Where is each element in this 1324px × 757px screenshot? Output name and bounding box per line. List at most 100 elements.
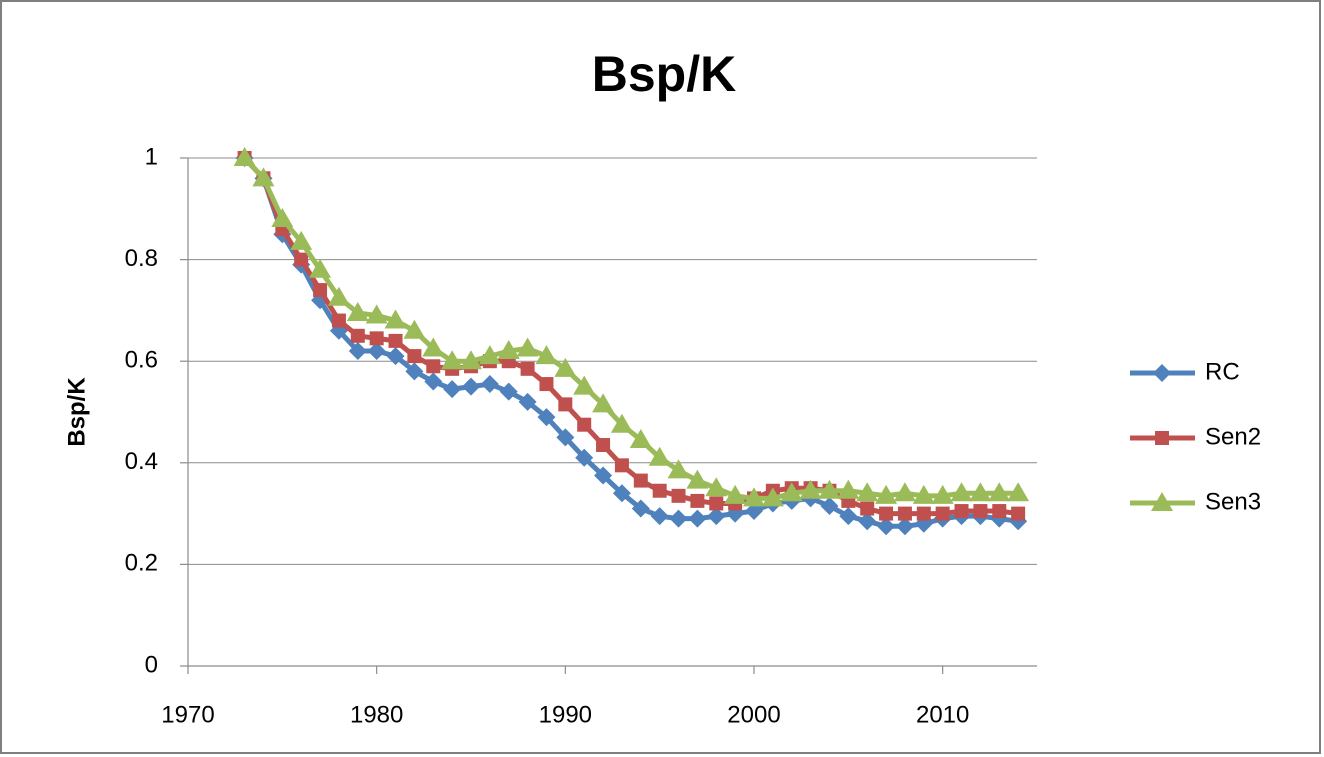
data-point <box>327 286 350 306</box>
x-tick-label: 2000 <box>727 701 780 728</box>
data-point <box>973 504 988 519</box>
data-point <box>633 473 648 488</box>
data-point <box>707 507 726 526</box>
data-point <box>478 345 501 365</box>
x-tick-label: 2010 <box>916 701 969 728</box>
data-point <box>877 517 896 536</box>
legend-label: Sen3 <box>1205 488 1261 515</box>
data-point <box>893 482 916 502</box>
y-tick-label: 0 <box>145 651 158 678</box>
data-point <box>348 342 367 361</box>
data-point <box>935 506 950 521</box>
data-point <box>950 482 973 502</box>
data-point <box>309 258 332 278</box>
y-tick-label: 1 <box>145 143 158 170</box>
data-point <box>497 340 520 360</box>
y-axis-label: Bsp/K <box>63 377 90 447</box>
data-point <box>422 337 445 357</box>
data-point <box>537 408 556 427</box>
data-point <box>462 377 480 396</box>
data-point <box>818 479 841 499</box>
data-point <box>761 487 784 507</box>
data-point <box>290 230 313 250</box>
data-point <box>350 328 365 343</box>
data-point <box>365 304 388 324</box>
data-point <box>386 347 405 366</box>
data-point <box>441 350 464 370</box>
data-point <box>612 484 631 503</box>
data-point <box>799 479 822 499</box>
data-point <box>367 342 386 361</box>
data-point <box>667 459 690 479</box>
data-point <box>931 484 954 504</box>
data-point <box>518 392 537 411</box>
data-point <box>443 380 462 399</box>
data-point <box>837 479 860 499</box>
data-point <box>879 506 894 521</box>
data-point <box>426 359 441 374</box>
data-point <box>743 487 765 507</box>
data-point <box>460 350 482 370</box>
data-point <box>709 496 724 511</box>
data-point <box>858 512 877 531</box>
data-point <box>539 377 554 392</box>
data-point <box>516 337 539 357</box>
data-point <box>610 413 633 433</box>
data-point <box>839 507 858 526</box>
data-point <box>233 147 256 166</box>
x-tick-label: 1980 <box>350 701 403 728</box>
data-point <box>988 482 1011 502</box>
data-point <box>969 482 992 502</box>
data-point <box>556 428 575 447</box>
data-point <box>1011 506 1026 521</box>
data-point <box>856 482 879 502</box>
data-point <box>614 458 629 473</box>
data-point <box>648 446 671 466</box>
data-point <box>575 448 594 467</box>
legend-label: RC <box>1205 358 1240 385</box>
data-point <box>294 252 309 267</box>
x-tick-label: 1990 <box>539 701 592 728</box>
data-point <box>686 469 709 489</box>
data-point <box>554 357 577 377</box>
data-point <box>688 509 707 528</box>
data-point <box>388 333 403 348</box>
data-point <box>650 507 669 526</box>
data-point <box>480 375 499 394</box>
data-point <box>520 361 535 376</box>
chart-title: Bsp/K <box>592 46 736 102</box>
data-point <box>912 484 935 504</box>
data-point <box>384 309 407 329</box>
data-point <box>897 506 912 521</box>
data-point <box>596 438 611 453</box>
data-point <box>558 397 573 412</box>
data-point <box>860 501 875 516</box>
data-point <box>690 493 705 508</box>
data-point <box>992 504 1007 519</box>
data-point <box>652 483 667 498</box>
legend-marker <box>1155 431 1169 445</box>
data-point <box>705 477 728 497</box>
data-point <box>405 362 424 381</box>
legend-marker <box>1153 364 1171 382</box>
data-point <box>535 345 558 365</box>
data-point <box>875 484 898 504</box>
legend-label: Sen2 <box>1205 423 1261 450</box>
legend-marker <box>1151 492 1173 511</box>
data-point <box>669 509 688 528</box>
y-tick-label: 0.2 <box>125 550 158 577</box>
data-point <box>499 382 518 401</box>
data-point <box>271 207 294 227</box>
data-point <box>573 375 596 395</box>
data-point <box>594 466 613 485</box>
data-point <box>424 372 443 391</box>
data-point <box>313 283 328 298</box>
data-point <box>252 167 275 187</box>
data-point <box>916 506 931 521</box>
data-point <box>780 482 803 502</box>
y-tick-label: 0.4 <box>125 448 158 475</box>
data-point <box>592 393 615 413</box>
data-point <box>820 496 839 515</box>
